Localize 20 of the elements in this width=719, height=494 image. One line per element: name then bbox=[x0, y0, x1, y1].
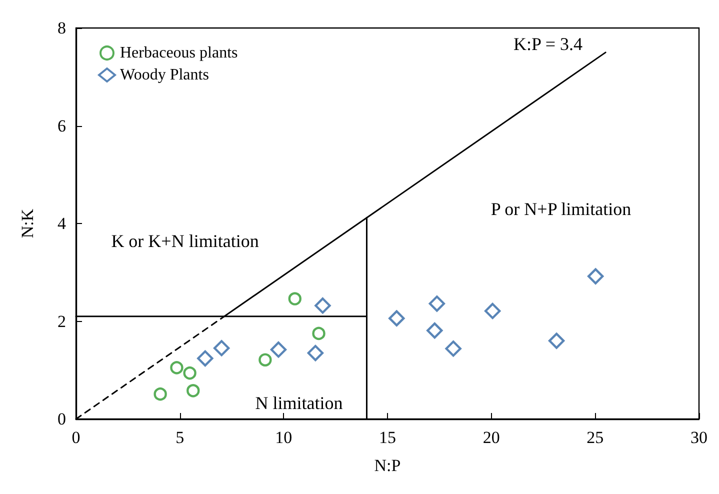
annotation: K or K+N limitation bbox=[111, 231, 259, 251]
x-axis-title: N:P bbox=[374, 456, 401, 475]
annotation: P or N+P limitation bbox=[490, 199, 632, 219]
y-tick-label: 4 bbox=[58, 214, 66, 233]
x-tick-label: 5 bbox=[176, 428, 184, 447]
y-tick-label: 2 bbox=[58, 312, 66, 331]
x-tick-label: 10 bbox=[275, 428, 292, 447]
x-tick-label: 0 bbox=[72, 428, 80, 447]
legend-label: Woody Plants bbox=[120, 66, 209, 84]
y-axis-title: N:K bbox=[18, 208, 37, 238]
y-tick-label: 6 bbox=[58, 116, 66, 136]
legend-label: Herbaceous plants bbox=[120, 44, 238, 62]
x-tick-label: 30 bbox=[690, 428, 708, 447]
x-tick-label: 25 bbox=[586, 428, 604, 447]
annotation: K:P = 3.4 bbox=[514, 34, 582, 54]
x-tick-label: 20 bbox=[482, 428, 500, 447]
x-tick-label: 15 bbox=[379, 428, 396, 447]
y-tick-label: 8 bbox=[58, 18, 66, 38]
annotation: N limitation bbox=[255, 393, 343, 413]
y-tick-label: 0 bbox=[58, 410, 66, 428]
